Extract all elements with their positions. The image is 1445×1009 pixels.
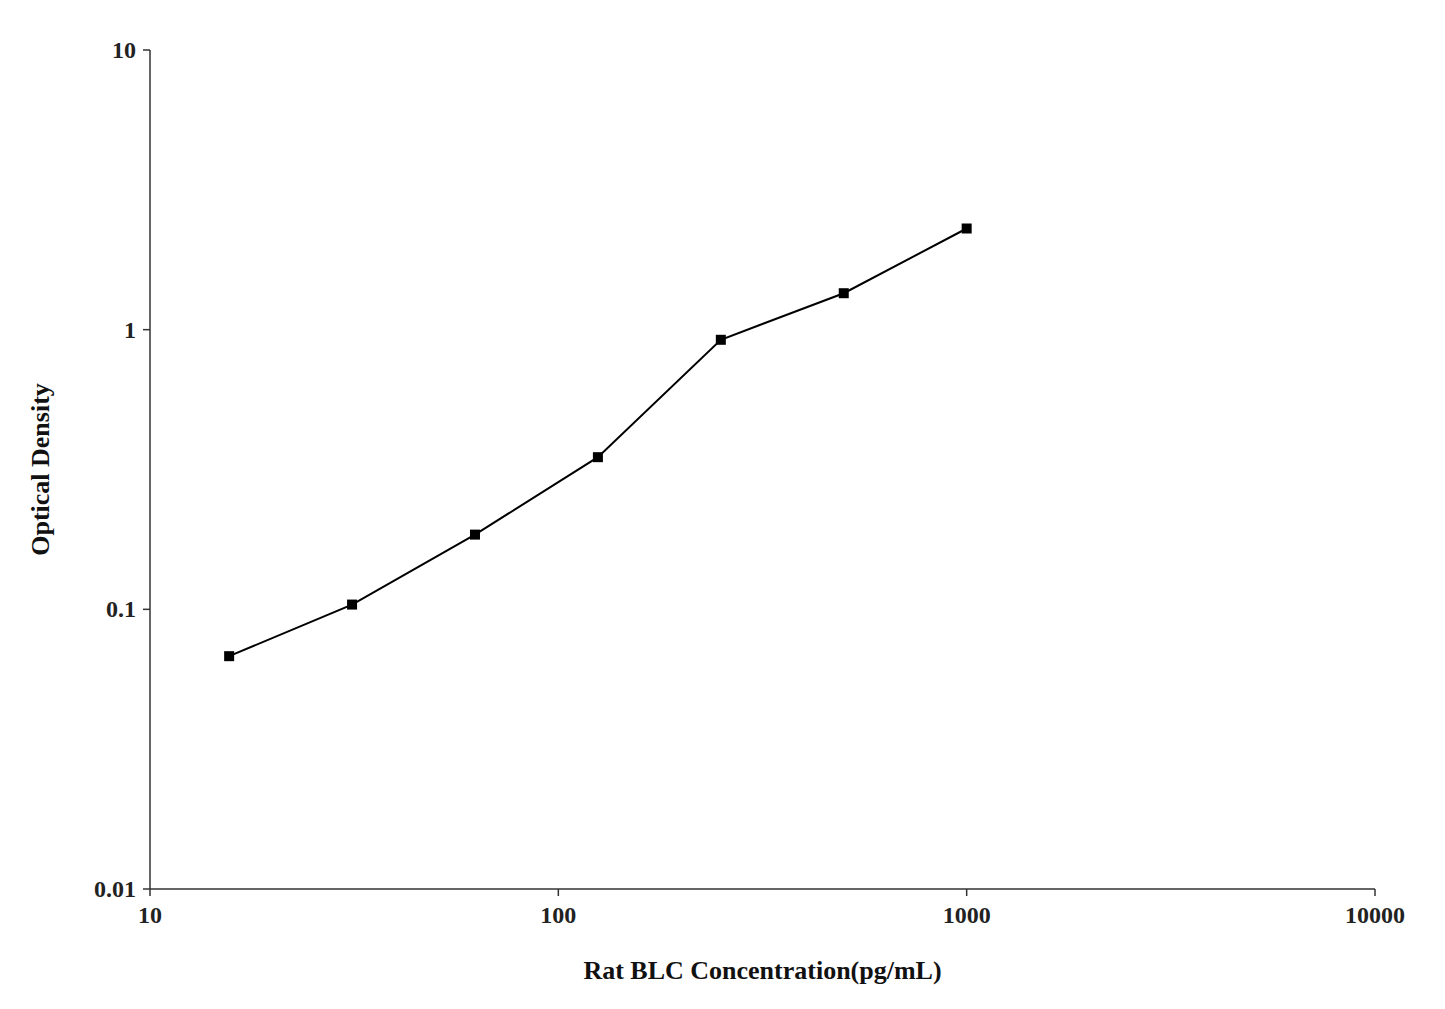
marker bbox=[962, 224, 972, 234]
x-axis-line bbox=[150, 888, 1375, 890]
x-tick bbox=[558, 889, 560, 896]
y-axis-label: Optical Density bbox=[26, 383, 55, 556]
y-tick-label: 1 bbox=[124, 317, 136, 343]
marker bbox=[716, 335, 726, 345]
y-tick bbox=[143, 49, 150, 51]
x-tick-label: 100 bbox=[540, 902, 576, 928]
x-tick-label: 1000 bbox=[943, 902, 991, 928]
x-tick bbox=[966, 889, 968, 896]
y-tick bbox=[143, 609, 150, 611]
marker bbox=[470, 530, 480, 540]
x-tick-label: 10000 bbox=[1345, 902, 1405, 928]
marker bbox=[839, 288, 849, 298]
x-axis-label: Rat BLC Concentration(pg/mL) bbox=[583, 956, 941, 985]
y-tick bbox=[143, 329, 150, 331]
data-group bbox=[224, 224, 972, 662]
chart-svg: 10 100 1000 10000 0.01 0.1 1 10 Rat BLC Concentr… bbox=[0, 0, 1445, 1009]
y-tick-label: 0.1 bbox=[106, 596, 136, 622]
line bbox=[229, 229, 967, 657]
x-tick-label: 10 bbox=[138, 902, 162, 928]
y-axis-line bbox=[149, 50, 151, 889]
y-tick bbox=[143, 888, 150, 890]
chart-container: 10 100 1000 10000 0.01 0.1 1 10 Rat BLC Concentr… bbox=[0, 0, 1445, 1009]
x-tick bbox=[149, 889, 151, 896]
marker bbox=[593, 452, 603, 462]
axes: 10 100 1000 10000 0.01 0.1 1 10 bbox=[94, 37, 1405, 928]
marker bbox=[347, 600, 357, 610]
y-tick-label: 10 bbox=[112, 37, 136, 63]
y-tick-label: 0.01 bbox=[94, 876, 136, 902]
marker bbox=[224, 651, 234, 661]
x-tick bbox=[1374, 889, 1376, 896]
